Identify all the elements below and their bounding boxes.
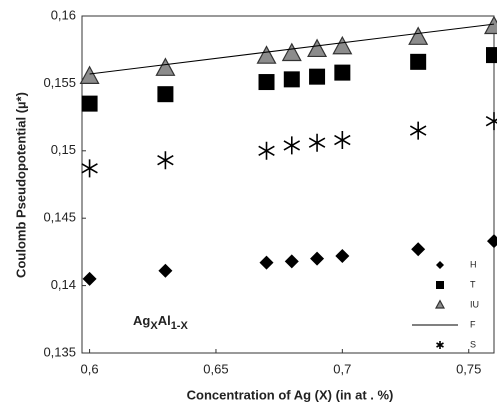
point bbox=[408, 26, 429, 45]
annotation-part: X bbox=[150, 320, 158, 332]
y-tick-label: 0,16 bbox=[51, 7, 76, 22]
point bbox=[157, 151, 174, 170]
point bbox=[308, 133, 326, 152]
point bbox=[256, 45, 277, 64]
point bbox=[79, 65, 100, 85]
point bbox=[335, 248, 350, 263]
point bbox=[483, 15, 497, 35]
x-axis-title: Concentration of Ag (X) (in at . %) bbox=[187, 387, 394, 402]
point bbox=[155, 57, 176, 76]
legend-label: S bbox=[470, 339, 476, 349]
point bbox=[334, 131, 351, 150]
plot-frame bbox=[81, 15, 495, 354]
point bbox=[284, 254, 299, 269]
legend-swatch bbox=[434, 299, 446, 309]
point bbox=[283, 71, 300, 88]
legend-label: F bbox=[470, 319, 476, 329]
y-tick-label: 0,155 bbox=[43, 75, 76, 90]
annotation-part: 1-X bbox=[171, 320, 189, 332]
point bbox=[81, 95, 98, 112]
legend-swatch bbox=[436, 341, 444, 349]
y-tick-label: 0,135 bbox=[43, 344, 76, 359]
annotation-part: Al bbox=[158, 313, 171, 328]
x-tick-label: 0,7 bbox=[333, 361, 351, 376]
x-tick-label: 0,6 bbox=[81, 361, 99, 376]
y-axis-title: Coulomb Pseudopotential (µ*) bbox=[13, 92, 28, 278]
x-tick-label: 0,75 bbox=[456, 361, 481, 376]
point bbox=[307, 38, 328, 58]
legend-swatch bbox=[436, 261, 444, 269]
point bbox=[487, 234, 497, 249]
legend-swatch bbox=[436, 281, 444, 289]
point bbox=[283, 136, 301, 155]
point bbox=[82, 271, 97, 286]
point bbox=[258, 74, 275, 91]
annotation-part: Ag bbox=[133, 313, 150, 328]
point bbox=[157, 86, 174, 103]
legend-label: IU bbox=[470, 299, 479, 309]
y-tick-label: 0,15 bbox=[51, 142, 76, 157]
point bbox=[81, 159, 98, 178]
point bbox=[485, 112, 497, 131]
fit-line bbox=[89, 23, 495, 75]
legend: HT IU FS bbox=[412, 259, 479, 349]
y-tick-label: 0,14 bbox=[51, 277, 76, 292]
point bbox=[310, 251, 325, 266]
point bbox=[486, 47, 497, 64]
y-tick-label: 0,145 bbox=[43, 210, 76, 225]
annotation: AgXAl1-X bbox=[133, 313, 188, 331]
point bbox=[158, 263, 173, 278]
point bbox=[334, 64, 351, 81]
point bbox=[409, 121, 427, 140]
point bbox=[410, 53, 427, 70]
point bbox=[309, 68, 326, 85]
legend-label: T bbox=[470, 279, 476, 289]
point bbox=[281, 42, 302, 62]
x-tick-label: 0,65 bbox=[203, 361, 228, 376]
legend-label: H bbox=[470, 259, 477, 269]
point bbox=[332, 35, 353, 55]
point bbox=[259, 255, 274, 270]
point bbox=[258, 141, 275, 160]
point bbox=[411, 242, 426, 257]
